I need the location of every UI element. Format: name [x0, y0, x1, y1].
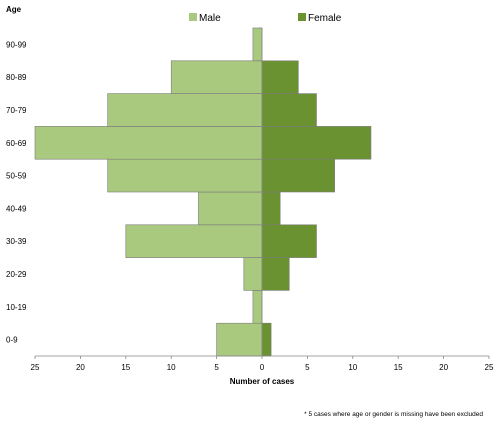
bar-female-80-89 [261, 60, 299, 94]
bar-male-10-19 [252, 290, 263, 324]
x-tick-label: 25 [31, 363, 40, 372]
bar-male-60-69 [34, 126, 263, 160]
x-tick-label: 20 [76, 363, 85, 372]
bar-female-0-9 [261, 322, 272, 357]
legend-swatch-male [189, 13, 197, 21]
x-tick-label: 5 [214, 363, 219, 372]
y-tick-label: 60-69 [6, 139, 27, 148]
y-axis-title: Age [6, 5, 22, 14]
y-tick-label: 40-49 [6, 204, 27, 213]
footnote: * 5 cases where age or gender is missing… [304, 411, 483, 418]
y-tick-label: 30-39 [6, 237, 27, 246]
bar-male-70-79 [107, 93, 263, 127]
x-tick-label: 10 [167, 363, 176, 372]
x-axis-title: Number of cases [230, 377, 295, 386]
x-tick-label: 15 [394, 363, 403, 372]
bar-male-80-89 [170, 60, 263, 94]
bar-female-30-39 [261, 224, 317, 258]
x-tick-labels: 25 20 15 10 5 0 5 10 15 20 25 [31, 363, 494, 372]
x-tick-label: 10 [348, 363, 357, 372]
x-tick-label: 0 [260, 363, 265, 372]
legend-swatch-female [298, 13, 306, 21]
x-tick-label: 5 [305, 363, 310, 372]
y-tick-label: 50-59 [6, 172, 27, 181]
bar-male-0-9 [216, 322, 263, 357]
bar-female-40-49 [261, 191, 281, 226]
y-tick-label: 90-99 [6, 40, 27, 49]
x-tick-label: 25 [485, 363, 494, 372]
x-tick-label: 20 [439, 363, 448, 372]
y-tick-label: 80-89 [6, 73, 27, 82]
bars-group [34, 27, 372, 357]
x-tick-label: 15 [121, 363, 130, 372]
y-tick-label: 10-19 [6, 303, 27, 312]
bar-male-50-59 [107, 158, 263, 193]
bar-male-40-49 [198, 191, 263, 226]
bar-male-20-29 [243, 257, 263, 291]
bar-male-90-99 [252, 27, 263, 62]
y-tick-labels: 0-9 10-19 20-29 30-39 40-49 50-59 60-69 70-79 80… [6, 40, 27, 344]
y-tick-label: 20-29 [6, 270, 27, 279]
y-tick-label: 70-79 [6, 106, 27, 115]
legend: Male Female [189, 13, 342, 24]
y-tick-label: 0-9 [6, 336, 18, 345]
bar-male-30-39 [125, 224, 263, 258]
legend-label-male: Male [199, 13, 221, 24]
bar-female-20-29 [261, 257, 290, 291]
bar-female-60-69 [261, 126, 372, 160]
axes [34, 27, 490, 359]
bar-female-50-59 [261, 158, 335, 193]
legend-label-female: Female [308, 13, 342, 24]
bar-female-70-79 [261, 93, 317, 127]
